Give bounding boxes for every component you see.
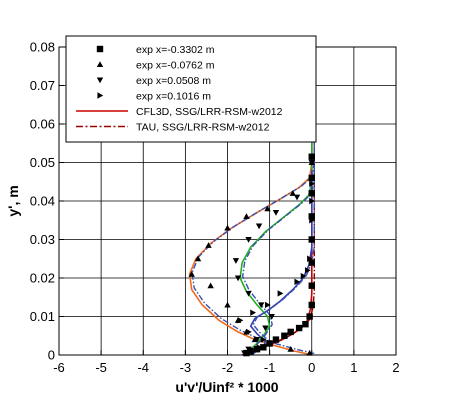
exp-marker-2 [253,337,261,343]
exp-marker-0 [308,282,315,289]
legend-label: exp x=-0.3302 m [136,44,215,56]
x-tick-label: -2 [222,360,234,375]
exp-marker-3 [309,180,315,187]
exp-marker-2 [245,290,252,297]
exp-marker-0 [287,328,294,336]
exp-marker-1 [289,190,296,196]
legend-marker [96,77,104,84]
exp-marker-0 [306,313,313,320]
exp-marker-2 [262,325,269,332]
x-tick-label: -1 [264,360,276,375]
exp-marker-2 [308,175,315,182]
legend-box [65,35,317,143]
exp-marker-2 [268,313,275,320]
exp-marker-2 [232,258,240,264]
exp-marker-1 [266,340,273,347]
exp-marker-0 [295,324,303,332]
exp-marker-0 [247,347,254,355]
exp-marker-3 [309,197,315,205]
exp-marker-0 [308,301,315,309]
legend-label: exp x=0.0508 m [136,75,211,87]
y-tick-label: 0.05 [30,155,55,170]
exp-marker-1 [224,301,231,308]
x-tick-label: -4 [137,360,149,375]
legend-label: CFL3D, SSG/LRR-RSM-w2012 [136,106,283,118]
tau-curve-1 [191,122,315,355]
exp-marker-0 [302,321,309,328]
exp-marker-0 [308,213,315,220]
tau-curve-2 [241,122,315,354]
exp-marker-3 [250,309,256,316]
exp-marker-2 [308,159,315,166]
exp-marker-3 [277,290,284,297]
x-tick-label: 1 [350,360,357,375]
y-tick-label: 0.06 [30,117,55,132]
legend-label: exp x=0.1016 m [136,90,211,102]
y-tick-label: 0 [48,348,55,363]
y-axis-label: y', m [5,185,21,216]
exp-marker-3 [300,272,307,280]
exp-marker-1 [306,349,313,356]
x-axis-label: u'v'/Uinf² * 1000 [175,379,278,395]
y-tick-label: 0.07 [30,78,55,93]
x-tick-label: -3 [180,360,192,375]
exp-marker-3 [256,344,263,351]
exp-marker-2 [255,223,263,230]
y-tick-label: 0.03 [30,232,55,247]
exp-marker-3 [309,217,315,224]
exp-marker-0 [308,190,315,197]
exp-marker-2 [258,302,265,309]
x-tick-label: 2 [392,360,399,375]
exp-marker-2 [272,209,280,216]
exp-marker-3 [309,236,315,243]
x-tick-labels: -6 -5 -4 -3 -2 -1 0 1 2 [53,360,399,375]
x-tick-label: -5 [95,360,107,375]
exp-marker-0 [281,332,288,339]
legend-label: TAU, SSG/LRR-RSM-w2012 [136,121,270,133]
exp-marker-2 [245,346,252,353]
experimental-markers [188,153,315,357]
exp-marker-2 [245,236,252,243]
y-tick-label: 0.08 [30,40,55,55]
ticks [58,46,397,356]
legend: exp x=-0.3302 m exp x=-0.0762 m exp x=0.05… [65,35,317,143]
legend-marker [96,45,104,53]
exp-marker-3 [294,278,301,286]
exp-marker-1 [194,255,202,262]
exp-marker-3 [260,336,267,343]
exp-marker-0 [260,344,267,351]
exp-marker-2 [234,275,242,282]
exp-marker-3 [264,301,271,309]
x-tick-label: -6 [53,360,65,375]
tau-curve-3 [252,168,315,355]
exp-marker-0 [308,259,315,266]
x-tick-label: 0 [308,360,315,375]
exp-marker-1 [224,224,231,231]
exp-marker-1 [207,282,214,289]
exp-marker-1 [188,270,195,277]
exp-marker-0 [308,153,315,160]
legend-marker [96,61,104,68]
exp-marker-3 [304,267,311,274]
exp-marker-3 [246,328,252,336]
y-tick-label: 0.04 [30,194,55,209]
exp-marker-3 [237,317,244,324]
exp-marker-1 [243,213,250,219]
legend-label: exp x=-0.0762 m [136,59,215,71]
exp-marker-3 [307,255,313,262]
y-tick-labels: 0 0.01 0.02 0.03 0.04 0.05 0.06 0.07 0.08 [30,40,55,363]
exp-marker-0 [272,336,280,343]
y-tick-label: 0.01 [30,309,55,324]
legend-marker [97,92,104,99]
y-tick-label: 0.02 [30,271,55,286]
exp-marker-2 [293,194,301,201]
exp-marker-1 [287,346,294,352]
exp-marker-1 [205,242,212,248]
exp-marker-1 [264,205,271,212]
